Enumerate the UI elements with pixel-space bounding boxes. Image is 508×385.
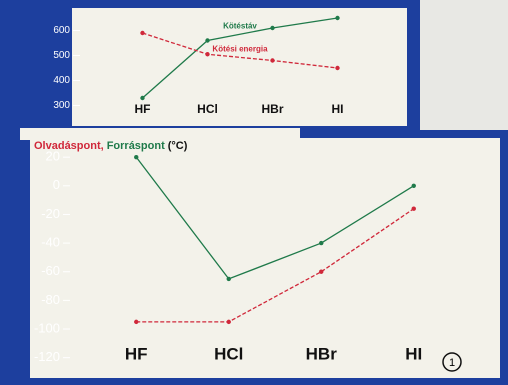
x-tick-label: HCl [214, 344, 243, 363]
page-number: 1 [449, 357, 455, 369]
y-tick-label: -80 [41, 292, 60, 307]
y-tick-label: -100 [34, 320, 60, 335]
x-tick-label: HCl [197, 102, 218, 116]
point [412, 184, 416, 188]
paper-edge [420, 0, 508, 130]
point [270, 58, 274, 62]
x-tick-label: HBr [306, 344, 338, 363]
y-tick-label: -40 [41, 235, 60, 250]
point [227, 320, 231, 324]
point [134, 155, 138, 159]
x-tick-label: HI [332, 102, 344, 116]
point [205, 52, 209, 56]
y-tick-label: 400 [53, 75, 70, 86]
point [140, 31, 144, 35]
y-tick-label: -20 [41, 206, 60, 221]
y-tick-label: -60 [41, 263, 60, 278]
point [140, 96, 144, 100]
y-tick-label: -120 [34, 349, 60, 364]
panel-strip [20, 128, 300, 140]
y-tick-label: 600 [53, 25, 70, 36]
y-tick-label: 500 [53, 50, 70, 61]
x-tick-label: HI [405, 344, 422, 363]
photo: 1 300 400 500 600 HF HCl HBr HI Kötéstáv Kötési e… [0, 0, 508, 385]
legend-entry: Forráspont [107, 140, 165, 152]
y-axis-label: (°C) [168, 140, 188, 152]
legend-entry: Olvadáspont, [34, 140, 104, 152]
chart-title: Olvadáspont,Forráspont(°C) [34, 140, 188, 152]
point [319, 241, 323, 245]
y-tick-label: 0 [53, 177, 60, 192]
series-label: Kötési energia [212, 44, 268, 53]
point [134, 320, 138, 324]
x-tick-label: HF [125, 344, 148, 363]
x-tick-label: HF [135, 102, 151, 116]
point [205, 38, 209, 42]
series-label: Kötéstáv [223, 21, 257, 30]
bottom-panel [30, 138, 500, 378]
point [335, 16, 339, 20]
point [270, 26, 274, 30]
point [227, 277, 231, 281]
y-tick-label: 300 [53, 100, 70, 111]
point [412, 207, 416, 211]
point [335, 66, 339, 70]
point [319, 270, 323, 274]
x-tick-label: HBr [261, 102, 283, 116]
